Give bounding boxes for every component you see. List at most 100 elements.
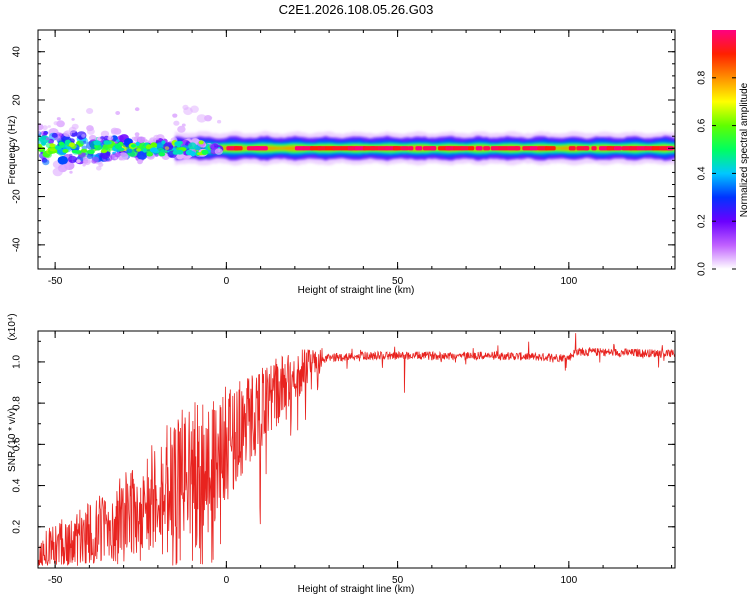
spectrogram-noise-cell [52,167,63,177]
spectrogram-noise-cell [86,108,94,114]
spectrogram-noise-cell [91,156,99,163]
spectrogram-noise-cell [177,125,186,133]
spectrogram-y-axis-title: Frequency (Hz) [7,116,18,185]
snr-y-axis-title: SNR (10 * v/v) [7,408,18,472]
spectrogram-noise-cell [118,152,129,161]
spectrogram-marks [38,104,675,177]
spectrogram-noise-cell [71,118,75,121]
snr-x-tick-label: -50 [48,575,63,586]
spectrogram-noise-peak [190,151,196,157]
spectrogram-noise-peak [161,140,166,145]
spectrogram-peak-cell [400,146,409,151]
spectrogram-y-ticks: -40 -20 0 20 40 [12,39,675,270]
spectrogram-x-tick-label: 0 [224,276,230,287]
spectrogram-peak-cell [332,146,343,151]
spectrogram-noise-cell [69,159,73,163]
snr-x-ticks: -50 0 50 100 [48,331,673,586]
spectrogram-noise-peak [201,149,209,155]
snr-y-ticks: 0.2 0.4 0.6 0.8 1.0 [12,340,675,548]
spectrogram-noise-cell [47,125,51,128]
spectrogram-peak-cell [407,146,414,151]
spectrogram-peak-cell [614,146,622,151]
spectrogram-y-tick-label: -20 [12,189,23,204]
spectrogram-y-tick-label: 40 [12,46,23,58]
snr-x-tick-label: 0 [224,575,230,586]
spectrogram-noise-peak [145,144,153,150]
spectrogram-peak-cell [460,146,470,151]
spectrogram-plot-area [38,104,675,177]
snr-y-tick-label: 0.8 [12,396,23,410]
spectrogram-peak-cell [370,146,380,151]
chart-title: C2E1.2026.108.05.26.G03 [279,2,434,17]
spectrogram-peak-cell [514,146,521,151]
spectrogram-noise-peak [68,142,75,147]
spectrogram-noise-peak [136,148,142,152]
spectrogram-noise-peak [100,149,108,153]
snr-panel: -50 0 50 100 0.2 0.4 0.6 0.8 1.0 Height of stra… [7,313,676,595]
spectrogram-noise-cell [69,170,73,174]
spectrogram-noise-cell [110,127,119,134]
spectrogram-noise-cell [89,127,94,131]
spectrogram-noise-cell [82,163,86,167]
spectrogram-peak-cell [651,146,661,151]
snr-scale-label: (x10⁴) [7,313,18,340]
spectrogram-peak-cell [483,146,490,151]
colorbar-tick-label: 0.2 [697,214,708,228]
spectrogram-x-tick-label: 50 [392,276,404,287]
spectrogram-noise-cell [42,159,50,166]
spectrogram-peak-cell [583,146,590,151]
spectrogram-noise-cell [114,152,121,158]
spectrogram-noise-cell [58,133,63,137]
snr-series-line [38,333,675,566]
spectrogram-noise-peak [103,140,111,145]
spectrogram-noise-peak [93,140,101,146]
spectrogram-panel: -50 0 50 100 -40 -20 0 20 40 Height of straight… [7,29,676,296]
snr-x-tick-label: 100 [560,575,577,586]
spectrogram-noise-cell [144,139,149,144]
spectrogram-x-axis-title: Height of straight line (km) [298,285,415,296]
spectrogram-peak-cell [317,146,327,151]
spectrogram-noise-peak [142,148,147,153]
spectrogram-noise-cell [164,146,170,151]
spectrogram-noise-cell [38,137,41,141]
snr-x-tick-label: 50 [392,575,404,586]
spectrogram-noise-peak [146,151,154,157]
spectrogram-noise-cell [115,111,121,115]
spectrogram-noise-cell [156,142,164,149]
colorbar-title: Normalized spectral amplitude [739,82,750,217]
snr-y-tick-label: 0.2 [12,519,23,533]
spectrogram-peak-cell [629,146,639,151]
spectrogram-noise-cell [153,134,160,141]
spectrogram-noise-cell [51,132,58,138]
spectrogram-noise-cell [137,136,146,143]
spectrogram-noise-cell [38,130,41,134]
spectrogram-noise-cell [42,125,48,131]
spectrogram-noise-peak [158,152,166,157]
spectrogram-noise-cell [209,116,213,119]
spectrogram-noise-cell [181,140,187,144]
spectrogram-peak-cell [468,146,475,151]
spectrogram-noise-cell [53,121,59,126]
snr-x-axis-title: Height of straight line (km) [298,584,415,595]
spectrogram-noise-peak [131,144,136,148]
spectrogram-y-tick-label: -40 [12,237,23,252]
spectrogram-noise-peak [174,141,182,147]
spectrogram-peak-cell [445,146,456,151]
spectrogram-peak-cell [475,146,483,151]
spectrogram-noise-cell [137,151,148,160]
spectrogram-noise-cell [59,159,66,164]
colorbar-tick-label: 0.0 [697,262,708,276]
spectrogram-noise-cell [86,154,93,160]
spectrogram-noise-peak [135,141,140,146]
spectrogram-peak-cell [490,146,501,151]
spectrogram-noise-cell [100,136,105,140]
spectrogram-noise-cell [45,137,50,141]
spectrogram-noise-peak [94,144,99,149]
spectrogram-noise-cell [134,132,140,137]
spectrogram-noise-cell [83,158,91,166]
spectrogram-noise-cell [56,120,65,128]
colorbar-fill [712,30,736,269]
spectrogram-noise-cell [102,144,109,149]
colorbar: 0.0 0.2 0.4 0.6 0.8 Normalized spectral ampl… [697,30,750,276]
